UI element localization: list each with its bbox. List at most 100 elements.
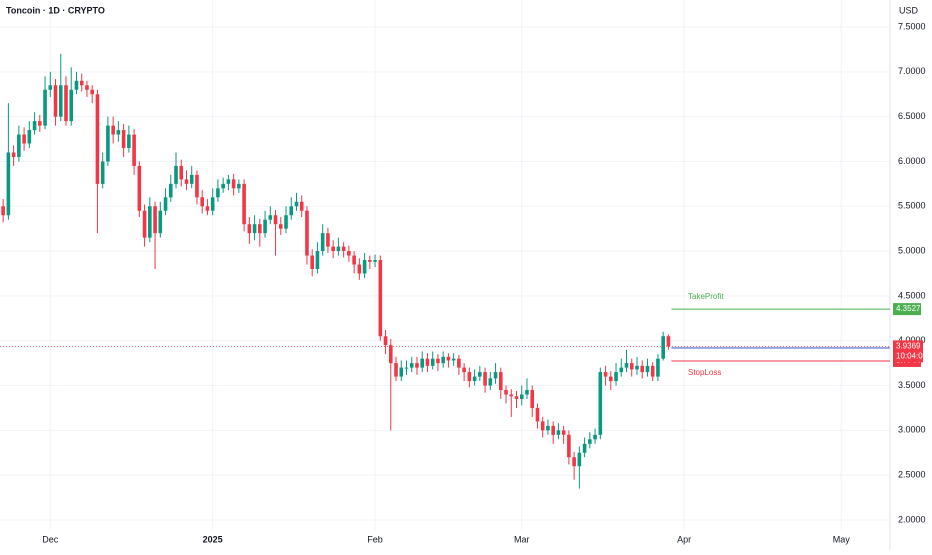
candle-body xyxy=(415,363,419,368)
candle-body xyxy=(90,89,94,95)
candle-body xyxy=(106,125,110,162)
stop-loss-label: StopLoss xyxy=(688,368,721,377)
candle-body xyxy=(357,264,362,274)
candle-body xyxy=(163,197,168,211)
last-price-box xyxy=(893,340,923,363)
candle-body xyxy=(546,425,550,431)
y-tick-label: 2.5000 xyxy=(898,470,926,480)
candle-body xyxy=(11,152,16,157)
candle-body xyxy=(221,183,225,189)
candle-body xyxy=(467,372,472,382)
candle-body xyxy=(577,452,582,467)
candle-body xyxy=(310,255,315,270)
y-tick-label: 3.5000 xyxy=(898,380,926,390)
candle-body xyxy=(174,165,178,184)
candle-body xyxy=(85,85,89,90)
candle-body xyxy=(540,421,545,431)
candle-body xyxy=(284,215,288,229)
candle-body xyxy=(640,365,645,373)
candle-body xyxy=(383,336,388,346)
candle-body xyxy=(38,121,42,126)
candle-body xyxy=(111,125,115,135)
candle-body xyxy=(237,183,241,189)
candle-body xyxy=(362,260,367,274)
candle-body xyxy=(137,165,142,211)
candle-body xyxy=(132,134,136,166)
candle-body xyxy=(352,255,356,265)
candle-body xyxy=(483,372,487,386)
candle-body xyxy=(210,197,215,211)
candle-body xyxy=(514,396,519,399)
grid xyxy=(0,0,890,530)
candle-body xyxy=(530,390,535,408)
candle-body xyxy=(593,434,597,440)
candle-body xyxy=(373,260,377,262)
x-tick-label: Mar xyxy=(514,534,530,544)
candle-body xyxy=(153,206,157,234)
candle-body xyxy=(404,367,409,369)
candle-body xyxy=(184,179,189,184)
candle-body xyxy=(336,246,341,252)
candle-body xyxy=(48,85,53,90)
candle-body xyxy=(535,407,540,422)
candle-body xyxy=(451,358,456,361)
candle-body xyxy=(315,251,320,270)
candle-body xyxy=(650,365,655,377)
candle-body xyxy=(588,439,592,444)
candle-body xyxy=(64,85,68,122)
candle-body xyxy=(252,224,257,234)
candle-body xyxy=(425,358,430,366)
candle-body xyxy=(498,372,503,391)
candle-body xyxy=(299,201,304,211)
candle-body xyxy=(572,457,576,467)
take-profit-label: TakeProfit xyxy=(688,292,724,301)
candle-body xyxy=(168,183,173,198)
x-tick-label: May xyxy=(833,534,851,544)
candle-body xyxy=(488,378,493,386)
candle-body xyxy=(200,197,205,207)
x-tick-label: 2025 xyxy=(203,534,223,544)
x-tick-label: Feb xyxy=(367,534,383,544)
y-tick-label: 5.0000 xyxy=(898,245,926,255)
candle-body xyxy=(656,358,660,377)
candle-body xyxy=(457,358,461,368)
candle-body xyxy=(242,183,246,225)
candle-body xyxy=(27,130,32,144)
candle-body xyxy=(394,363,398,377)
x-tick-label: Apr xyxy=(677,534,691,544)
y-tick-label: 7.5000 xyxy=(898,21,926,31)
candle-body xyxy=(624,363,629,368)
candle-body xyxy=(341,246,346,252)
candle-body xyxy=(158,210,163,234)
candle-body xyxy=(189,174,194,184)
candle-body xyxy=(32,121,37,131)
candle-body xyxy=(326,233,330,247)
candle-body xyxy=(556,430,561,435)
candle-body xyxy=(493,372,498,379)
candle-body xyxy=(58,85,63,117)
candle-body xyxy=(409,363,414,368)
candle-body xyxy=(17,134,21,157)
candle-body xyxy=(79,80,84,86)
candle-body xyxy=(399,367,404,377)
candle-body xyxy=(420,358,425,368)
candle-body xyxy=(582,443,587,453)
take-profit-axis-label: 4.3527 xyxy=(896,304,921,313)
y-tick-label: 2.0000 xyxy=(898,514,926,524)
candle-body xyxy=(205,206,210,211)
candle-body xyxy=(567,434,571,458)
candle-body xyxy=(462,367,466,373)
y-tick-label: 4.5000 xyxy=(898,290,926,300)
candle-body xyxy=(614,372,618,382)
candle-body xyxy=(6,152,11,216)
candle-body xyxy=(446,356,451,361)
candle-body xyxy=(478,372,482,377)
candle-body xyxy=(195,174,199,198)
candle-body xyxy=(525,390,529,395)
candle-body xyxy=(258,224,262,234)
candle-body xyxy=(436,358,440,364)
candle-body xyxy=(263,219,267,234)
y-tick-label: 6.5000 xyxy=(898,111,926,121)
candle-body xyxy=(142,210,147,238)
